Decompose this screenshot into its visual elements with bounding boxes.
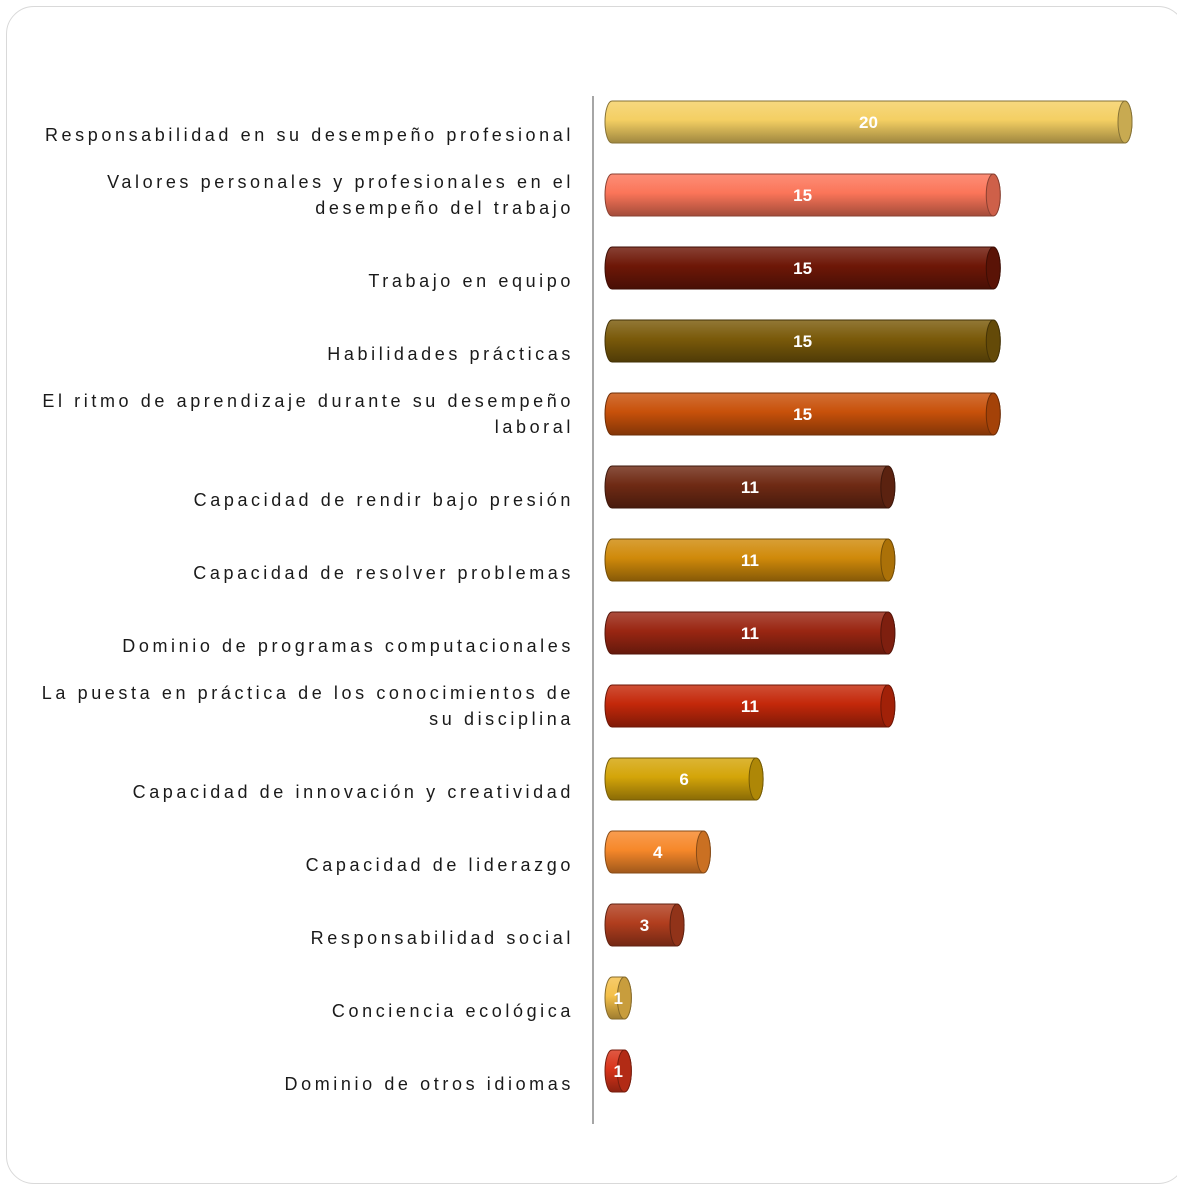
bar-value-label: 1 <box>613 989 622 1008</box>
bar-end-cap <box>985 173 1001 217</box>
bar-end-cap <box>985 246 1001 290</box>
bar-end-cap <box>748 757 764 801</box>
bar: 11 <box>604 611 896 655</box>
bar-value-label: 15 <box>793 332 812 351</box>
bar-end-cap <box>985 319 1001 363</box>
bar-value-label: 20 <box>859 113 878 132</box>
bar-end-cap <box>669 903 685 947</box>
bar-end-cap <box>880 684 896 728</box>
bar-value-label: 15 <box>793 186 812 205</box>
bar: 11 <box>604 538 896 582</box>
bar-value-label: 11 <box>741 624 759 643</box>
bar-end-cap <box>880 611 896 655</box>
bar-value-label: 11 <box>741 478 759 497</box>
bar-value-label: 11 <box>741 551 759 570</box>
bar: 15 <box>604 319 1001 363</box>
bar-end-cap <box>695 830 711 874</box>
bar: 15 <box>604 246 1001 290</box>
bar-value-label: 11 <box>741 697 759 716</box>
bar-value-label: 1 <box>613 1062 622 1081</box>
bar-value-label: 15 <box>793 259 812 278</box>
bar-value-label: 6 <box>679 770 688 789</box>
bar: 1 <box>604 976 632 1020</box>
bar: 4 <box>604 830 711 874</box>
bar-end-cap <box>985 392 1001 436</box>
bar: 1 <box>604 1049 632 1093</box>
bar-value-label: 4 <box>653 843 663 862</box>
bar-end-cap <box>616 976 632 1020</box>
bar: 11 <box>604 465 896 509</box>
bar-value-label: 15 <box>793 405 812 424</box>
bar-end-cap <box>880 465 896 509</box>
bar-end-cap <box>1117 100 1133 144</box>
bar-end-cap <box>880 538 896 582</box>
bar: 15 <box>604 173 1001 217</box>
bar: 11 <box>604 684 896 728</box>
bar-end-cap <box>616 1049 632 1093</box>
bar: 6 <box>604 757 764 801</box>
bar: 15 <box>604 392 1001 436</box>
bar-value-label: 3 <box>640 916 649 935</box>
bar: 3 <box>604 903 685 947</box>
bar: 20 <box>604 100 1133 144</box>
